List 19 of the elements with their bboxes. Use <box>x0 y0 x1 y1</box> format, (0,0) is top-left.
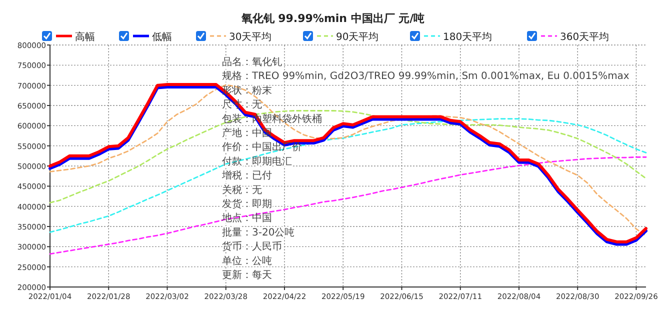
annotation: 品名：氧化钆 <box>222 56 282 68</box>
annotation: 规格：TREO 99%min, Gd2O3/TREO 99.99%min, Sm 0.001%max, Eu 0.0015%max <box>222 70 630 82</box>
annotation: 关税：无 <box>222 184 262 196</box>
line-series <box>49 156 647 255</box>
legend-label: 360天平均 <box>560 31 610 43</box>
annotation: 产地：中国 <box>222 127 272 139</box>
annotation: 更新：每天 <box>222 269 272 281</box>
annotation: 尺寸：无 <box>222 98 262 111</box>
annotation: 增税：已付 <box>221 170 272 182</box>
legend-label: 低幅 <box>152 31 172 43</box>
annotation: 货币：人民币 <box>222 240 282 253</box>
annotation: 发货：即期 <box>222 198 272 210</box>
legend-label: 高幅 <box>75 31 95 43</box>
legend-label: 180天平均 <box>443 31 492 43</box>
legend-label: 30天平均 <box>229 31 272 43</box>
chart-title: 氧化钆 99.99%min 中国出厂 元/吨 <box>240 12 425 25</box>
annotation: 单位：公吨 <box>222 254 272 267</box>
annotation: 批量：3-20公吨 <box>222 226 295 238</box>
legend-label: 90天平均 <box>336 31 379 43</box>
